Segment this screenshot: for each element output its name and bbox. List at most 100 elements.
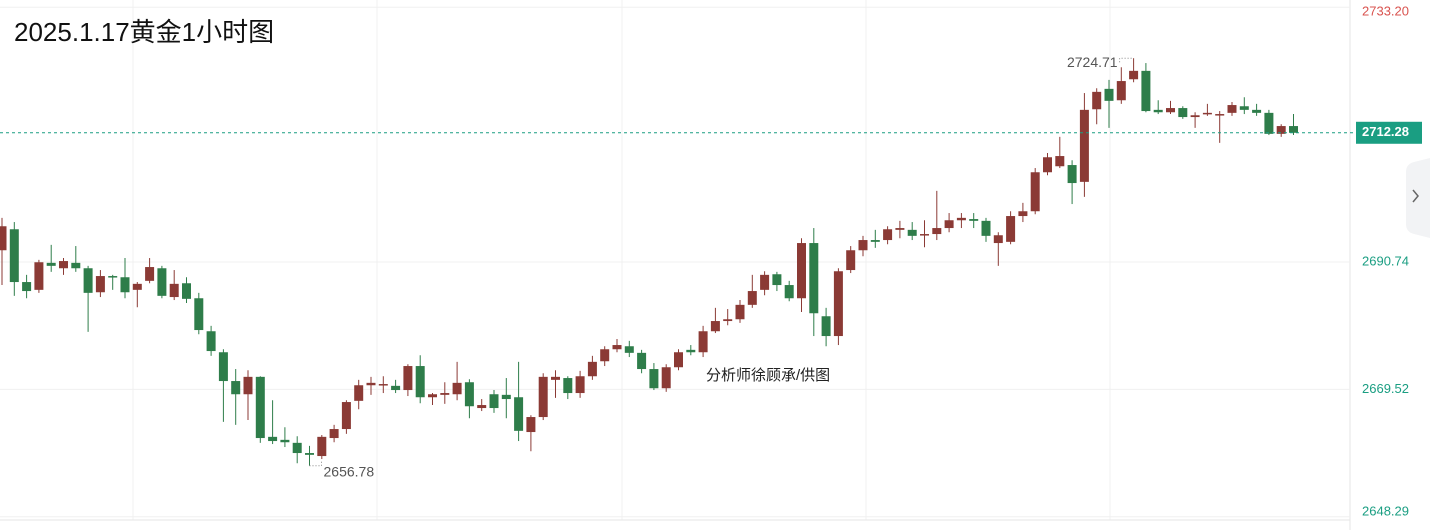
candle-body xyxy=(649,369,659,389)
candle-body xyxy=(464,382,474,407)
candle-body xyxy=(1129,70,1139,80)
candle-body xyxy=(612,345,622,350)
side-tab-arrow[interactable] xyxy=(1412,189,1419,203)
candle-body xyxy=(833,271,843,337)
candle-body xyxy=(710,321,720,332)
candle-body xyxy=(145,267,155,281)
candle-body xyxy=(723,319,733,322)
candle-body xyxy=(378,384,388,386)
candle-body xyxy=(132,283,142,290)
candle-body xyxy=(255,376,265,439)
candle-body xyxy=(1030,172,1040,212)
candle-body xyxy=(46,262,56,266)
candle-body xyxy=(883,229,893,241)
y-tick-label: 2669.52 xyxy=(1362,381,1409,396)
candle-body xyxy=(600,349,610,362)
candle-body xyxy=(624,346,634,353)
candle-body xyxy=(477,405,487,409)
candle-body xyxy=(169,283,179,298)
candle-body xyxy=(514,397,524,431)
candle-body xyxy=(292,442,302,454)
candle-body xyxy=(1043,157,1052,173)
candle-body xyxy=(305,453,314,455)
candle-body xyxy=(1215,114,1225,116)
candle-body xyxy=(59,261,68,269)
candle-body xyxy=(1178,108,1188,118)
candle-body xyxy=(735,304,745,320)
candle-body xyxy=(231,381,241,395)
candle-body xyxy=(1202,112,1212,115)
candle-body xyxy=(22,282,32,292)
candle-body xyxy=(0,226,7,251)
candle-body xyxy=(920,234,929,236)
candle-body xyxy=(108,276,118,278)
candle-body xyxy=(772,274,782,286)
candle-body xyxy=(317,436,327,457)
candle-body xyxy=(71,262,81,269)
chart-title: 2025.1.17黄金1小时图 xyxy=(14,17,274,47)
candle-body xyxy=(1166,108,1175,113)
candle-body xyxy=(218,352,228,382)
candle-body xyxy=(956,217,966,221)
last-price-label: 2712.28 xyxy=(1362,124,1409,139)
candle-body xyxy=(194,298,204,331)
candle-body xyxy=(1141,70,1151,112)
candle-body xyxy=(760,274,770,290)
y-tick-label: 2690.74 xyxy=(1362,253,1409,268)
candle-body xyxy=(120,277,130,293)
watermark: 分析师徐顾承/供图 xyxy=(706,367,830,384)
candle-body xyxy=(1104,88,1114,101)
candle-body xyxy=(797,243,806,299)
candle-body xyxy=(415,366,425,398)
candle-body xyxy=(182,283,191,299)
candle-body xyxy=(932,228,942,235)
candle-body xyxy=(809,243,819,314)
candle-body xyxy=(157,268,167,296)
candle-body xyxy=(1092,91,1102,110)
candle-body xyxy=(858,240,868,251)
candle-body xyxy=(1055,156,1065,167)
candle-body xyxy=(83,268,93,293)
candle-body xyxy=(329,429,339,439)
candle-body xyxy=(243,376,253,395)
candle-body xyxy=(341,402,351,430)
candle-body xyxy=(587,361,597,377)
candle-body xyxy=(1018,211,1028,217)
candle-body xyxy=(1239,106,1249,110)
candle-body xyxy=(563,378,573,394)
candle-body xyxy=(1289,126,1298,133)
candle-body xyxy=(206,331,216,352)
y-tick-label: 2648.29 xyxy=(1362,503,1409,518)
candle-body xyxy=(1067,165,1077,184)
candle-body xyxy=(661,367,671,389)
candle-body xyxy=(1006,216,1016,242)
candle-body xyxy=(821,316,831,337)
candle-body xyxy=(969,219,979,221)
candle-body xyxy=(9,229,19,283)
last-price-box xyxy=(1356,121,1422,144)
candle-body xyxy=(1190,115,1200,118)
candle-body xyxy=(354,385,364,401)
candle-body xyxy=(981,220,991,236)
side-tab[interactable] xyxy=(1406,158,1430,238)
high-marker xyxy=(1119,57,1134,63)
candle-body xyxy=(440,393,450,395)
candle-body xyxy=(391,385,401,391)
candle-body xyxy=(1079,109,1089,182)
candle-body xyxy=(747,291,757,305)
low-label: 2656.78 xyxy=(324,463,375,479)
candle-body xyxy=(1276,126,1286,134)
candle-body xyxy=(1227,105,1237,113)
candle-body xyxy=(1252,109,1262,113)
high-label: 2724.71 xyxy=(1067,54,1118,70)
candle-body xyxy=(846,250,856,271)
candle-body xyxy=(784,285,794,299)
candle-body xyxy=(698,331,708,353)
candle-body xyxy=(870,240,880,242)
candle-body xyxy=(501,394,511,400)
candle-body xyxy=(907,229,917,236)
candle-body xyxy=(489,394,499,409)
